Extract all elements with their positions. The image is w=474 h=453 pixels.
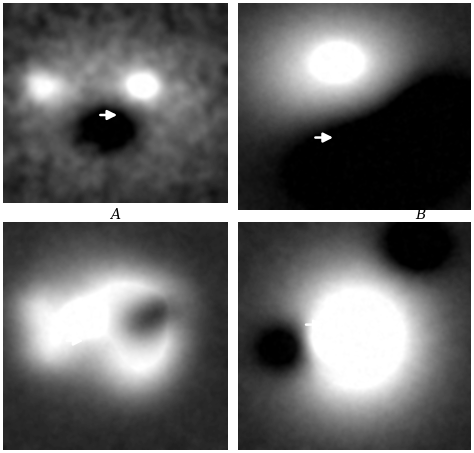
Text: B: B — [415, 208, 425, 222]
Text: A: A — [110, 208, 120, 222]
